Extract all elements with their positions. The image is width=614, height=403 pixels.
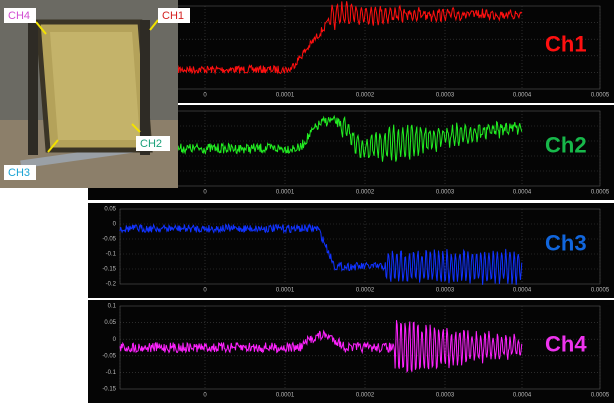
y-tick-label: -0.15 — [102, 387, 116, 393]
x-tick-label: 0.0002 — [356, 393, 375, 399]
x-tick-label: 0 — [203, 93, 207, 99]
label-box — [4, 8, 36, 23]
y-tick-label: 0.1 — [108, 304, 117, 310]
x-tick-label: 0.0004 — [513, 190, 532, 196]
waveform — [177, 1, 523, 75]
x-tick-label: 0.0001 — [276, 190, 295, 196]
x-tick-label: 0.0003 — [436, 288, 455, 294]
photo-label: CH1 — [162, 10, 184, 22]
x-tick-label: 0.0005 — [591, 393, 610, 399]
plot-frame — [119, 208, 601, 285]
x-tick-label: 0.0003 — [436, 190, 455, 196]
y-tick-label: -0.2 — [106, 282, 117, 288]
y-tick-label: 0 — [113, 222, 117, 228]
label-box — [158, 8, 190, 23]
x-tick-label: 0 — [203, 288, 207, 294]
arrow — [35, 21, 47, 35]
x-tick-label: 0.0001 — [276, 93, 295, 99]
scope-panel: 0 0.0001 0.0002 0.0003 0.0004 0.0005 0.1 0.05 0 -… — [88, 300, 614, 403]
y-tick-label: -0.05 — [102, 353, 116, 359]
side-post — [28, 20, 38, 155]
x-tick-label: 0.0005 — [591, 288, 610, 294]
x-tick-label: 0.0004 — [513, 288, 532, 294]
y-tick-label: -0.15 — [102, 267, 116, 273]
x-tick-label: 0 — [203, 393, 207, 399]
y-tick-label: 0 — [113, 337, 117, 343]
photo-label: CH4 — [8, 10, 30, 22]
scope-panels: 0 0.0001 0.0002 0.0003 0.0004 0.0005 Ch1 0 0.000… — [88, 0, 614, 403]
x-tick-label: 0.0002 — [356, 93, 375, 99]
x-tick-label: 0.0003 — [436, 393, 455, 399]
photo-label: CH3 — [8, 167, 30, 179]
channel-label: Ch3 — [545, 230, 587, 255]
channel-label: Ch2 — [545, 132, 587, 157]
y-tick-label: -0.1 — [106, 370, 117, 376]
waveform — [119, 114, 523, 162]
x-tick-label: 0.0001 — [276, 393, 295, 399]
x-tick-label: 0.0004 — [513, 393, 532, 399]
device-photo: CH4 CH1 CH2 CH3 — [0, 0, 190, 188]
photo-label: CH2 — [140, 138, 162, 150]
scope-panel: 0 0.0001 0.0002 0.0003 0.0004 0.0005 0.05 0 -0.0… — [88, 203, 614, 298]
x-tick-label: 0.0001 — [276, 288, 295, 294]
x-tick-label: 0.0005 — [591, 190, 610, 196]
channel-label: Ch4 — [545, 331, 587, 356]
waveform — [119, 223, 523, 285]
y-tick-label: 0.05 — [104, 320, 116, 326]
x-tick-label: 0.0004 — [513, 93, 532, 99]
x-tick-label: 0 — [203, 190, 207, 196]
y-tick-label: -0.05 — [102, 237, 116, 243]
x-tick-label: 0.0005 — [591, 93, 610, 99]
arrow — [47, 139, 59, 153]
panel-background — [88, 300, 614, 403]
arrow — [149, 19, 159, 31]
x-tick-label: 0.0002 — [356, 190, 375, 196]
panel-background — [88, 203, 614, 298]
x-tick-label: 0.0003 — [436, 93, 455, 99]
panel-face — [50, 32, 140, 140]
side-post — [140, 20, 150, 155]
x-tick-label: 0.0002 — [356, 288, 375, 294]
arrow — [131, 123, 141, 133]
label-box — [4, 165, 36, 180]
y-tick-label: 0.05 — [104, 207, 116, 213]
label-box — [136, 136, 170, 151]
waveform — [119, 320, 523, 374]
y-tick-label: -0.1 — [106, 252, 117, 258]
channel-label: Ch1 — [545, 31, 587, 56]
